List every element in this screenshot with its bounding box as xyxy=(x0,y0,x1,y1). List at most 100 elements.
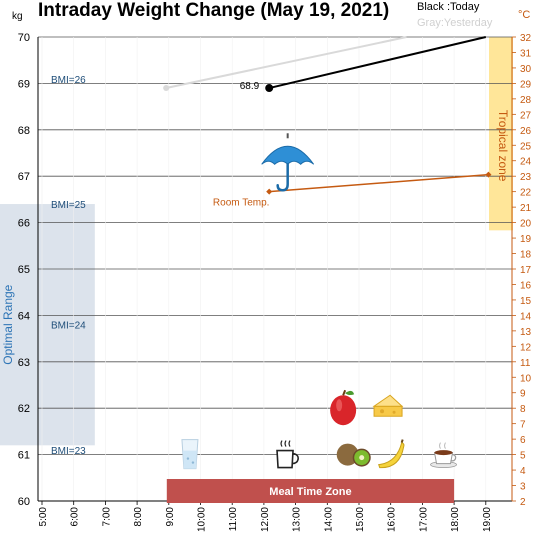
banana-stem xyxy=(400,439,404,443)
right-tick-label: 25 xyxy=(520,141,532,152)
apple-icon xyxy=(330,389,357,426)
left-tick-label: 70 xyxy=(18,32,30,44)
umbrella-canopy xyxy=(261,146,315,165)
coffee-cup-icon xyxy=(276,440,299,469)
x-tick-label: 15:00 xyxy=(355,507,366,532)
tea-liquid xyxy=(434,450,453,456)
left-tick-label: 66 xyxy=(18,218,30,230)
series-line-yesterday xyxy=(165,36,407,90)
x-tick-label: 18:00 xyxy=(450,507,461,532)
yesterday-point xyxy=(163,85,170,92)
legend-today: Black :Today xyxy=(417,1,480,13)
right-tick-label: 12 xyxy=(520,342,532,353)
coffee-steam xyxy=(280,440,291,447)
umbrella-handle xyxy=(276,163,289,192)
right-tick-label: 19 xyxy=(520,234,532,245)
right-tick-label: 30 xyxy=(520,64,532,75)
right-tick-label: 27 xyxy=(520,110,532,121)
meal-time-zone-bar xyxy=(166,479,455,503)
tea-steam xyxy=(439,442,446,449)
right-tick-label: 4 xyxy=(520,466,526,477)
right-tick-label: 24 xyxy=(520,157,532,168)
right-tick-label: 29 xyxy=(520,79,532,90)
glass-water xyxy=(182,450,197,469)
right-tick-label: 22 xyxy=(520,188,532,199)
x-tick-label: 7:00 xyxy=(101,507,112,527)
x-tick-label: 10:00 xyxy=(197,507,208,532)
tea-cup-icon xyxy=(430,442,457,469)
right-tick-label: 6 xyxy=(520,435,526,446)
x-tick-label: 14:00 xyxy=(323,507,334,532)
x-tick-label: 8:00 xyxy=(133,507,144,527)
apple-leaf xyxy=(345,390,355,395)
series-line-today xyxy=(268,36,487,90)
right-tick-label: 23 xyxy=(520,172,532,183)
right-tick-label: 18 xyxy=(520,250,532,261)
cheese-hole xyxy=(380,409,385,414)
cheese-icon xyxy=(372,394,404,417)
kiwi-core xyxy=(359,455,365,461)
right-tick-label: 17 xyxy=(520,265,532,276)
apple-shine xyxy=(336,399,343,412)
right-tick-label: 20 xyxy=(520,219,532,230)
left-axis-unit: kg xyxy=(12,11,23,22)
right-tick-label: 11 xyxy=(520,358,531,369)
bmi-label: BMI=24 xyxy=(51,321,86,332)
cheese-hole xyxy=(392,410,396,414)
right-tick-label: 8 xyxy=(520,404,526,415)
room-temp-point xyxy=(266,188,273,195)
left-tick-label: 65 xyxy=(18,264,30,276)
right-tick-label: 32 xyxy=(520,33,532,44)
x-tick-label: 19:00 xyxy=(482,507,493,532)
right-tick-label: 13 xyxy=(520,327,532,338)
tropical-zone-label: Tropical zone xyxy=(496,110,510,182)
right-tick-label: 14 xyxy=(520,311,532,322)
optimal-range-label: Optimal Range xyxy=(1,284,15,364)
right-tick-label: 26 xyxy=(520,126,532,137)
today-data-label: 68.9 xyxy=(240,81,260,92)
x-tick-label: 17:00 xyxy=(418,507,429,532)
optimal-range-band xyxy=(0,204,95,446)
legend-yesterday: Gray:Yesterday xyxy=(417,17,493,29)
water-glass-icon xyxy=(181,439,199,470)
right-tick-label: 2 xyxy=(520,497,526,508)
x-tick-label: 11:00 xyxy=(228,507,239,532)
right-tick-label: 9 xyxy=(520,389,526,400)
right-tick-label: 15 xyxy=(520,296,532,307)
x-tick-label: 5:00 xyxy=(38,507,49,527)
coffee-cup-body xyxy=(276,449,294,469)
x-tick-label: 12:00 xyxy=(260,507,271,532)
apple-body xyxy=(330,395,357,426)
left-tick-label: 63 xyxy=(18,357,30,369)
left-tick-label: 68 xyxy=(18,125,30,137)
right-tick-label: 7 xyxy=(520,420,526,431)
cheese-top xyxy=(372,394,404,407)
room-temp-point xyxy=(485,171,492,178)
series-line-room-temp xyxy=(269,173,489,193)
right-tick-label: 31 xyxy=(520,48,532,59)
kiwi-icon xyxy=(336,443,371,467)
glass-bubble xyxy=(191,461,195,464)
left-tick-label: 61 xyxy=(18,450,30,462)
chart-title: Intraday Weight Change (May 19, 2021) xyxy=(38,0,389,21)
today-point xyxy=(265,84,274,93)
right-tick-label: 16 xyxy=(520,280,532,291)
right-tick-label: 3 xyxy=(520,482,526,493)
left-tick-label: 60 xyxy=(18,496,30,508)
tropical-zone-band xyxy=(489,37,513,231)
umbrella-icon xyxy=(261,133,315,192)
x-tick-label: 9:00 xyxy=(165,507,176,527)
banana-body xyxy=(378,441,405,469)
right-tick-label: 21 xyxy=(520,203,532,214)
x-tick-label: 16:00 xyxy=(387,507,398,532)
room-temp-label: Room Temp. xyxy=(213,198,270,209)
right-tick-label: 10 xyxy=(520,373,532,384)
right-tick-label: 5 xyxy=(520,451,526,462)
bmi-label: BMI=23 xyxy=(51,446,86,457)
left-tick-label: 64 xyxy=(18,310,30,322)
meal-time-zone-label: Meal Time Zone xyxy=(269,486,351,498)
cheese-side xyxy=(373,405,403,417)
right-axis-unit: °C xyxy=(518,9,530,21)
coffee-cup-handle xyxy=(292,452,299,465)
